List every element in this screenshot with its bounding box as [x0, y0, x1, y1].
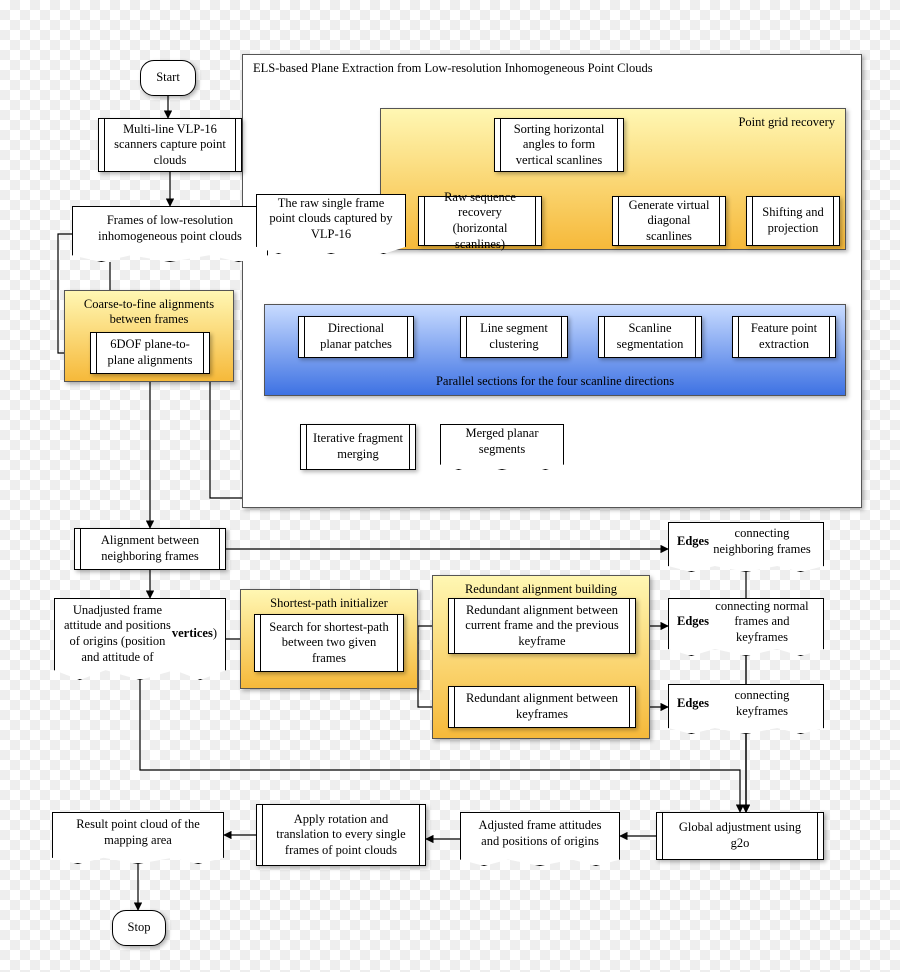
- node-n_shift: Shifting and projection: [746, 196, 840, 246]
- region-title-pss: Parallel sections for the four scanline …: [265, 372, 845, 391]
- node-n_6dof: 6DOF plane-to-plane alignments: [90, 332, 210, 374]
- node-n_e2: Edges connecting normal frames and keyfr…: [668, 598, 824, 656]
- node-n_lclust: Line segment clustering: [460, 316, 568, 358]
- node-n_spb: Search for shortest-path between two giv…: [254, 614, 404, 672]
- node-n_rawseq: Raw sequence recovery (horizontal scanli…: [418, 196, 542, 246]
- node-n_result: Result point cloud of the mapping area: [52, 812, 224, 864]
- node-n_mps: Merged planar segments: [440, 424, 564, 470]
- node-n_g2o: Global adjustment using g2o: [656, 812, 824, 860]
- node-n_feat: Feature point extraction: [732, 316, 836, 358]
- node-n_sseg: Scanline segmentation: [598, 316, 702, 358]
- node-n_capture: Multi-line VLP-16 scanners capture point…: [98, 118, 242, 172]
- node-n_adjpos: Adjusted frame attitudes and positions o…: [460, 812, 620, 866]
- region-title-c2f: Coarse-to-fine alignments between frames: [65, 295, 233, 329]
- node-stop: Stop: [112, 910, 166, 946]
- node-n_ifm: Iterative fragment merging: [300, 424, 416, 470]
- node-n_ra2: Redundant alignment between keyframes: [448, 686, 636, 728]
- node-n_e3: Edges connecting keyframes: [668, 684, 824, 734]
- node-n_e1: Edges connecting neighboring frames: [668, 522, 824, 572]
- node-n_sort: Sorting horizontal angles to form vertic…: [494, 118, 624, 172]
- node-n_raw: The raw single frame point clouds captur…: [256, 194, 406, 254]
- region-title-rab: Redundant alignment building: [433, 580, 649, 599]
- node-n_ra1: Redundant alignment between current fram…: [448, 598, 636, 654]
- node-n_apply: Apply rotation and translation to every …: [256, 804, 426, 866]
- node-n_virtdiag: Generate virtual diagonal scanlines: [612, 196, 726, 246]
- region-title-els: ELS-based Plane Extraction from Low-reso…: [249, 59, 657, 78]
- region-title-spi: Shortest-path initializer: [241, 594, 417, 613]
- node-start: Start: [140, 60, 196, 96]
- node-n_frames: Frames of low-resolution inhomogeneous p…: [72, 206, 268, 262]
- node-n_dpp: Directional planar patches: [298, 316, 414, 358]
- node-n_uadj: Unadjusted frame attitude and positions …: [54, 598, 226, 680]
- node-n_anf: Alignment between neighboring frames: [74, 528, 226, 570]
- region-title-pgr: Point grid recovery: [734, 113, 839, 132]
